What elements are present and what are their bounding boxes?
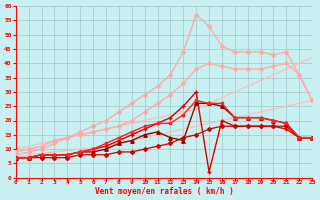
X-axis label: Vent moyen/en rafales ( km/h ): Vent moyen/en rafales ( km/h ) xyxy=(95,187,233,196)
